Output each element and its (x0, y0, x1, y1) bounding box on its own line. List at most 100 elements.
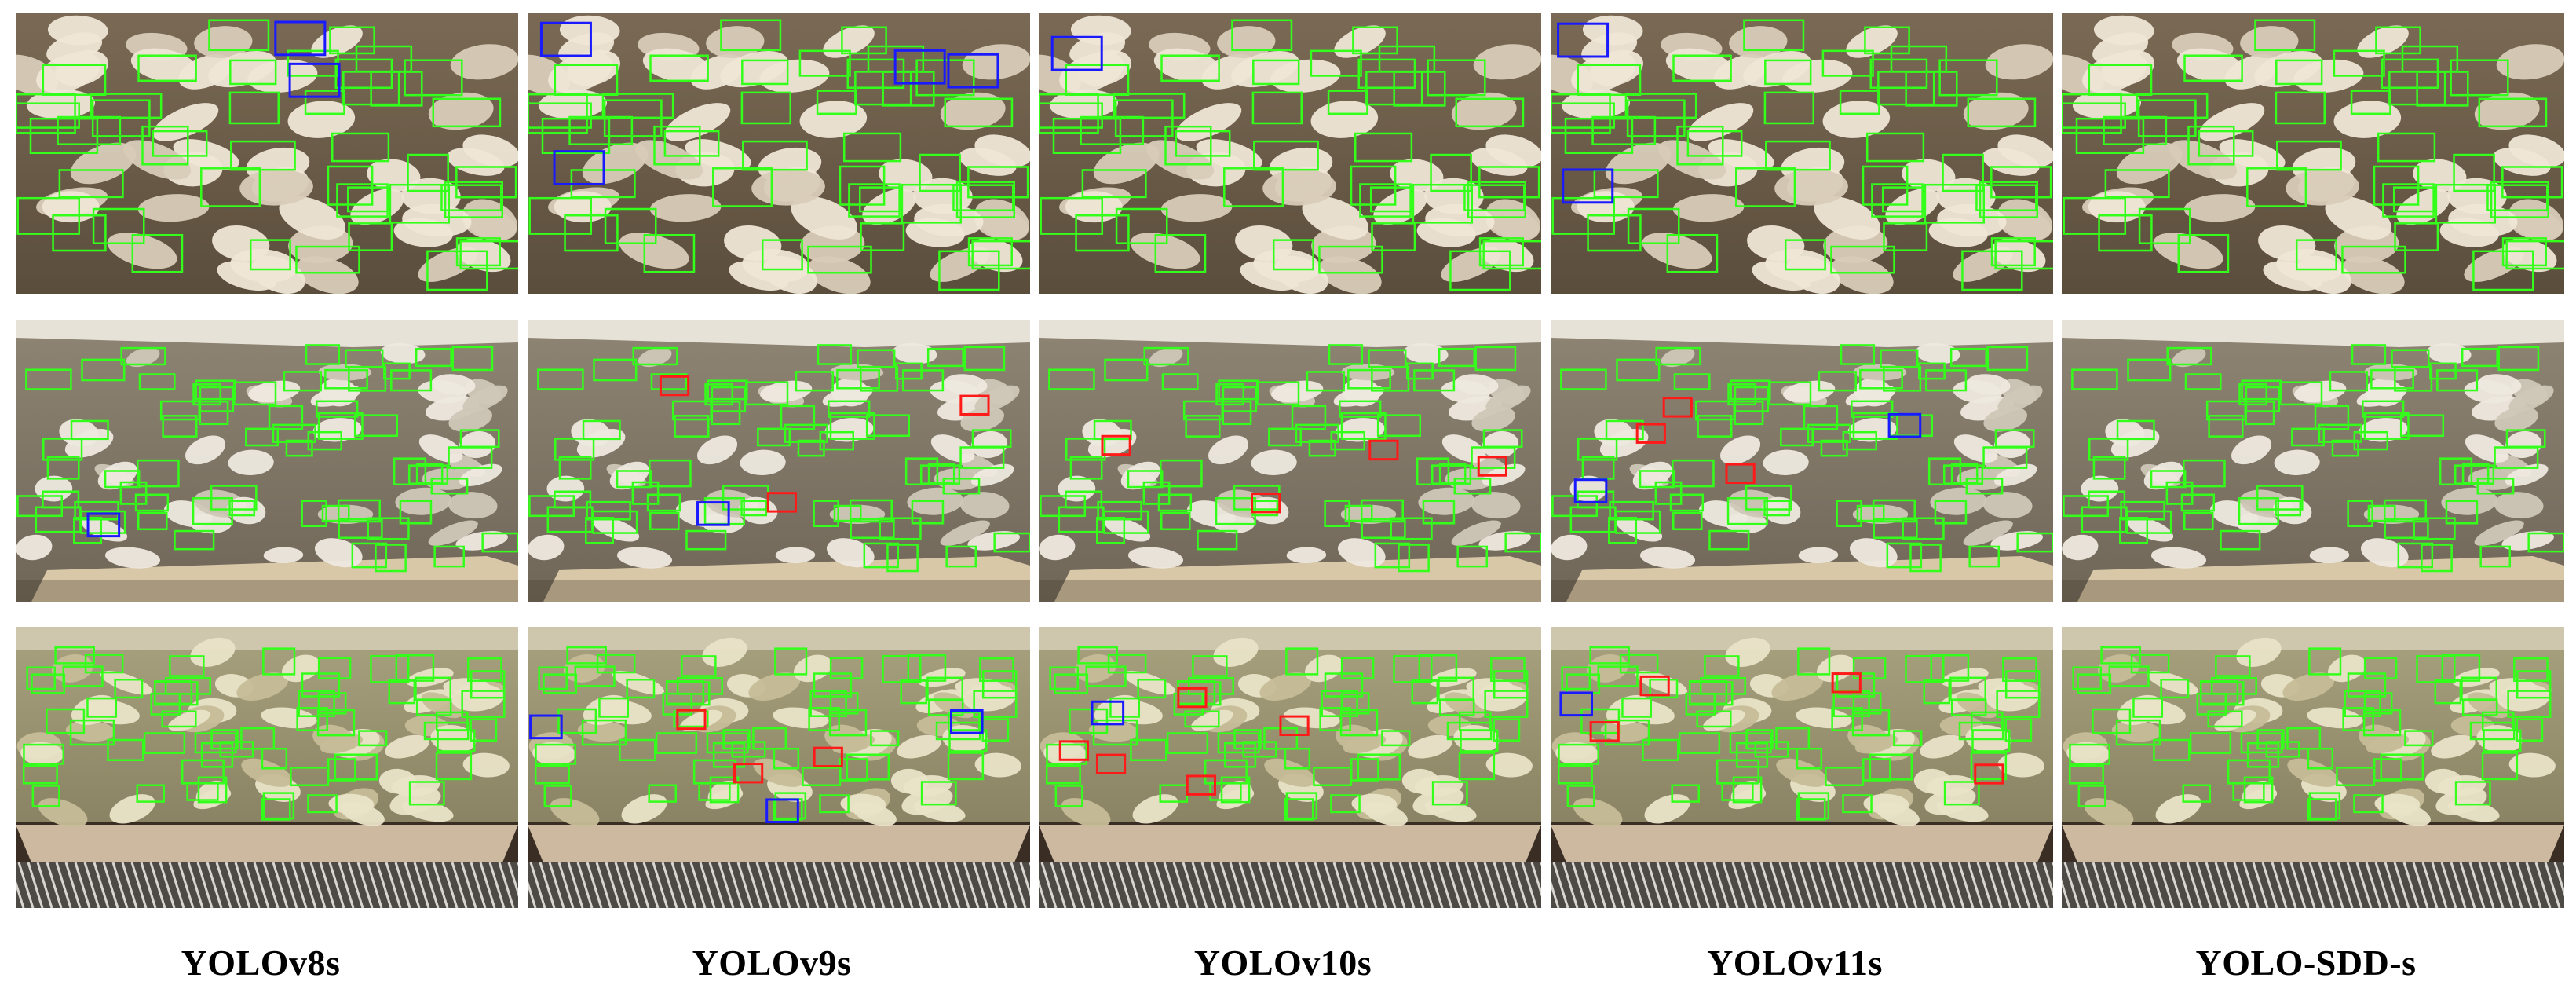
correct-detection-box (407, 464, 449, 485)
correct-detection-box (2404, 730, 2434, 747)
correct-detection-box (104, 470, 141, 489)
correct-detection-box (839, 165, 886, 206)
detection-boxes (1039, 19, 1541, 291)
correct-detection-box (2363, 692, 2393, 715)
correct-detection-box (1493, 670, 1529, 699)
correct-detection-box (1284, 798, 1314, 821)
correct-detection-box (2243, 776, 2274, 804)
correct-detection-box (2497, 346, 2540, 372)
correct-detection-box (1825, 767, 1865, 787)
correct-detection-box (554, 64, 619, 96)
detection-panel-dense-chicken-flock-closeup-yolov8s (16, 13, 518, 294)
correct-detection-box (367, 517, 410, 540)
correct-detection-box (58, 169, 124, 199)
correct-detection-box (1431, 781, 1468, 806)
correct-detection-box (2435, 183, 2497, 224)
correct-detection-box (1765, 140, 1831, 171)
correct-detection-box (2516, 718, 2544, 742)
correct-detection-box (200, 742, 234, 768)
correct-detection-box (304, 90, 345, 115)
correct-detection-box (2380, 753, 2424, 781)
correct-detection-box (1551, 102, 1615, 129)
correct-detection-box (455, 237, 501, 267)
correct-detection-box (2220, 529, 2261, 551)
correct-detection-box (298, 690, 335, 717)
correct-detection-box (1869, 753, 1913, 781)
correct-detection-box (2180, 493, 2216, 512)
correct-detection-box (757, 427, 791, 447)
correct-detection-box (2307, 798, 2337, 821)
correct-detection-box (1990, 166, 2052, 199)
correct-detection-box (1223, 167, 1284, 207)
correct-detection-box (1347, 368, 1391, 390)
correct-detection-box (1446, 721, 1493, 741)
correct-detection-box (1803, 405, 1839, 430)
correct-detection-box (919, 153, 961, 192)
correct-detection-box (1222, 386, 1258, 412)
correct-detection-box (902, 369, 945, 392)
false-detection-box (1058, 740, 1089, 761)
correct-detection-box (2119, 517, 2149, 544)
correct-detection-box (813, 500, 839, 528)
correct-detection-box (2183, 459, 2226, 488)
correct-detection-box (2527, 532, 2564, 553)
correct-detection-box (1807, 423, 1851, 443)
correct-detection-box (1490, 657, 1526, 682)
correct-detection-box (1161, 373, 1199, 390)
correct-detection-box (321, 504, 350, 522)
correct-detection-box (1591, 115, 1657, 145)
correct-detection-box (1160, 54, 1220, 82)
correct-detection-box (1836, 500, 1862, 528)
correct-detection-box (1627, 207, 1680, 244)
correct-detection-box (1735, 167, 1796, 207)
correct-detection-box (1851, 709, 1891, 737)
correct-detection-box (1160, 511, 1191, 531)
correct-detection-box (2384, 518, 2429, 539)
correct-detection-box (1597, 665, 1639, 687)
correct-detection-box (535, 743, 576, 765)
detection-boxes (16, 19, 518, 291)
detection-panel-chicken-house-wide-view-yolo-sdd-s (2062, 627, 2564, 908)
correct-detection-box (2177, 233, 2230, 273)
correct-detection-box (249, 239, 291, 271)
correct-detection-box (1942, 153, 1984, 192)
correct-detection-box (120, 346, 166, 366)
correct-detection-box (711, 386, 747, 412)
correct-detection-box (819, 430, 854, 451)
correct-detection-box (2370, 368, 2414, 390)
correct-detection-box (598, 697, 630, 718)
correct-detection-box (2341, 245, 2406, 274)
correct-detection-box (2275, 59, 2323, 86)
correct-detection-box (2199, 681, 2245, 706)
correct-detection-box (2397, 542, 2434, 569)
correct-detection-box (1699, 676, 1746, 695)
correct-detection-box (2254, 19, 2316, 52)
correct-detection-box (1069, 456, 1103, 480)
correct-detection-box (2238, 497, 2279, 525)
correct-detection-box (720, 19, 782, 52)
correct-detection-box (329, 26, 375, 55)
correct-detection-box (481, 532, 518, 553)
correct-detection-box (1048, 368, 1095, 390)
correct-detection-box (1231, 19, 1293, 52)
correct-detection-box (655, 732, 698, 754)
correct-detection-box (1669, 493, 1705, 512)
correct-detection-box (1797, 792, 1830, 820)
correct-detection-box (415, 347, 452, 368)
correct-detection-box (1328, 344, 1364, 365)
correct-detection-box (1484, 690, 1529, 718)
correct-detection-box (470, 670, 506, 699)
correct-detection-box (137, 459, 180, 488)
correct-detection-box (1350, 165, 1397, 206)
correct-detection-box (1330, 794, 1361, 814)
correct-detection-box (1390, 517, 1433, 540)
correct-detection-box (1839, 90, 1880, 115)
correct-detection-box (817, 344, 853, 365)
correct-detection-box (1352, 26, 1398, 55)
correct-detection-box (2307, 747, 2334, 770)
correct-detection-box (1398, 544, 1430, 573)
detection-panel-dense-chicken-flock-closeup-yolo-sdd-s (2062, 13, 2564, 294)
correct-detection-box (574, 665, 616, 687)
correct-detection-box (971, 240, 1030, 270)
correct-detection-box (846, 753, 890, 781)
